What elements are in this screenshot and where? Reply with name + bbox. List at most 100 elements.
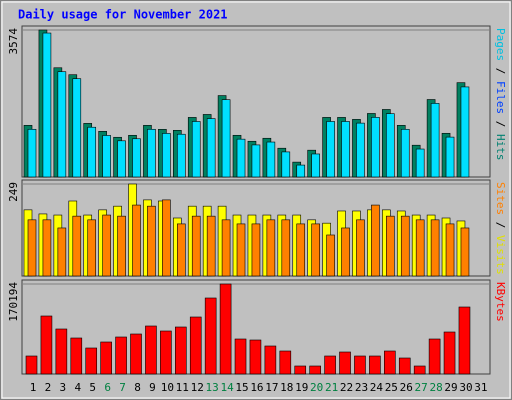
- x-tick-label: 23: [355, 381, 368, 394]
- bar: [57, 227, 67, 277]
- bar: [311, 153, 320, 178]
- bar: [85, 347, 98, 375]
- bar: [341, 121, 350, 178]
- x-tick-label: 31: [474, 381, 487, 394]
- bar: [294, 365, 307, 375]
- bar: [400, 128, 410, 178]
- legend-entry: Visits: [494, 235, 507, 275]
- bar: [234, 338, 247, 375]
- bar: [311, 223, 320, 277]
- bar: [102, 135, 111, 178]
- x-tick-label: 14: [220, 381, 234, 394]
- bar: [102, 214, 111, 277]
- bar: [281, 151, 291, 178]
- y-tick-label: 249: [7, 182, 20, 202]
- x-tick-label: 17: [265, 381, 278, 394]
- legend: KBytes: [494, 282, 507, 322]
- bar: [221, 99, 231, 178]
- bar: [191, 121, 201, 178]
- bar: [445, 136, 455, 178]
- x-tick-label: 1: [30, 381, 37, 394]
- bar: [204, 297, 217, 375]
- x-tick-label: 2: [45, 381, 52, 394]
- bar: [428, 338, 441, 375]
- bar: [356, 122, 365, 178]
- bar: [221, 219, 231, 277]
- bar: [72, 215, 82, 277]
- bar: [249, 339, 262, 375]
- bar: [25, 355, 38, 375]
- x-tick-label: 13: [206, 381, 219, 394]
- x-tick-label: 8: [134, 381, 141, 394]
- bar: [206, 215, 216, 277]
- bar: [266, 219, 276, 277]
- x-tick-label: 5: [89, 381, 96, 394]
- bar: [55, 328, 68, 375]
- bar: [458, 306, 471, 375]
- bar: [341, 227, 350, 277]
- bar: [415, 219, 425, 277]
- bar: [398, 357, 411, 375]
- bar: [413, 365, 426, 375]
- bar: [251, 144, 261, 178]
- bar: [40, 315, 53, 375]
- bar: [430, 103, 440, 178]
- bar: [279, 350, 292, 375]
- legend-entry: Hits: [494, 134, 507, 161]
- x-tick-label: 27: [415, 381, 428, 394]
- bar: [443, 331, 456, 375]
- legend-separator: /: [494, 114, 507, 134]
- bar: [371, 204, 380, 277]
- x-tick-label: 21: [325, 381, 338, 394]
- x-tick-label: 30: [459, 381, 472, 394]
- bar: [460, 86, 470, 178]
- chart-title: Daily usage for November 2021: [18, 8, 228, 22]
- x-tick-label: 4: [74, 381, 81, 394]
- x-tick-label: 9: [149, 381, 156, 394]
- bar: [309, 365, 321, 375]
- bar: [87, 126, 97, 178]
- legend-separator: /: [494, 61, 507, 81]
- bar: [354, 355, 366, 375]
- bar: [117, 215, 126, 277]
- bar: [87, 219, 97, 277]
- legend-entry: KBytes: [494, 282, 507, 322]
- bar: [356, 219, 365, 277]
- bar: [281, 219, 291, 277]
- x-tick-label: 25: [385, 381, 398, 394]
- bar: [145, 325, 157, 375]
- bar: [386, 215, 395, 277]
- bar: [266, 141, 276, 178]
- bar: [130, 333, 142, 375]
- x-tick-label: 3: [60, 381, 67, 394]
- bar: [162, 199, 171, 277]
- bar: [132, 138, 141, 178]
- y-tick-label: 3574: [7, 28, 20, 55]
- bar: [400, 215, 410, 277]
- x-tick-label: 20: [310, 381, 323, 394]
- bar: [296, 164, 306, 178]
- x-tick-label: 19: [295, 381, 308, 394]
- bar: [445, 223, 455, 277]
- bar: [147, 205, 156, 277]
- bar: [189, 316, 202, 375]
- bar: [27, 128, 37, 178]
- bar: [42, 32, 52, 178]
- x-tick-label: 16: [250, 381, 263, 394]
- bar: [460, 227, 470, 277]
- x-tick-label: 7: [119, 381, 126, 394]
- bar: [326, 234, 335, 277]
- bar: [236, 223, 246, 277]
- legend-entry: Sites: [494, 182, 507, 215]
- bar: [27, 219, 37, 277]
- bar: [326, 121, 335, 178]
- bar: [100, 341, 112, 375]
- bar: [117, 140, 126, 178]
- bar: [369, 355, 381, 375]
- bar: [430, 219, 440, 277]
- bar: [162, 133, 171, 178]
- bar: [70, 337, 83, 375]
- y-tick-label: 170194: [7, 282, 20, 322]
- bar: [147, 128, 156, 178]
